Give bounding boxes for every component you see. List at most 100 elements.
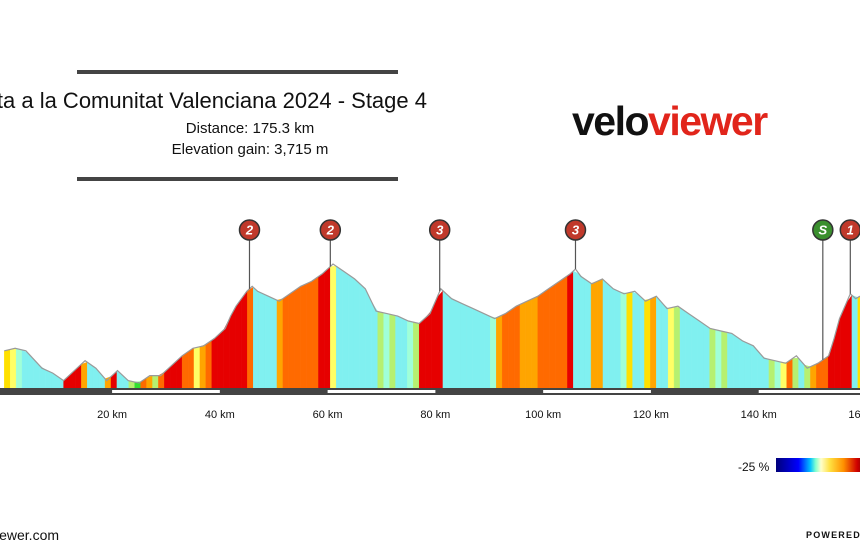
gradient-strip [774,360,781,389]
profile-outline [4,263,860,384]
gradient-strip [513,304,521,389]
x-tick-label: 40 km [205,409,235,421]
gradient-strip [211,335,218,389]
gradient-strip [822,355,829,389]
gradient-strip [584,278,592,389]
marker-label: 1 [847,223,854,238]
gradient-strip [496,314,503,389]
gradient-strip [377,311,384,389]
gradient-strip [282,294,290,389]
footer-url[interactable]: iewer.com [0,527,60,543]
gradient-strip [780,361,787,389]
gradient-strip [786,357,793,389]
gradient-strip [768,359,776,389]
distance-bar-segment [543,390,651,393]
gradient-strip [703,323,710,389]
gradient-strip [217,329,224,389]
gradient-strip [341,269,349,389]
gradient-strip [602,278,610,389]
distance-text: Distance: 175.3 km [185,120,315,137]
gradient-strip [727,332,734,389]
gradient-strip [247,286,254,389]
gradient-strip [691,315,699,389]
gradient-strip [579,273,586,389]
gradient-strip [300,283,307,389]
gradient-strip [229,307,236,389]
gradient-strip [413,321,420,389]
gradient-strip [424,310,432,389]
gradient-strip [152,375,159,389]
marker-label: 2 [245,223,254,238]
gradient-strip [270,297,278,389]
gradient-strip [353,278,361,389]
gradient-strip [644,298,651,389]
marker-label: 2 [326,223,335,238]
sprint-marker [812,219,834,241]
gradient-strip [685,311,693,389]
gradient-strip [199,344,207,389]
gradient-strip [531,295,538,389]
gradient-strip [798,357,805,389]
gradient-strip [656,295,663,389]
gradient-strip [573,270,580,389]
gradient-strip [104,376,112,389]
gradient-strip [436,290,444,389]
gradient-strip [187,347,195,389]
gradient-strip [383,312,390,389]
climb-category-marker [839,219,860,241]
gradient-strip [721,330,728,389]
gradient-strip [673,306,681,389]
gradient-strip [4,349,11,389]
gradient-strip [276,298,284,389]
gradient-strip [567,270,574,389]
gradient-strip [632,291,639,389]
gradient-strip [401,317,408,389]
gradient-legend-bar [776,458,860,472]
climb-category-marker [238,219,261,241]
gradient-strip [792,358,799,389]
gradient-strip [442,290,450,389]
gradient-strip [638,294,645,389]
gradient-strip [745,341,752,389]
elevation-profile-chart: 20 km 40 km 60 km 80 km 100 km 120 km 140 km 16… [0,219,860,421]
gradient-strip [466,305,473,389]
gradient-strip [324,266,331,389]
distance-bar-segment [327,390,436,393]
gradient-strip [608,284,616,389]
gradient-strip [715,329,722,389]
gradient-strip [750,344,758,389]
veloviewer-logo[interactable]: veloviewer [572,98,768,145]
gradient-strip [21,349,29,389]
gradient-strip [288,290,295,389]
gradient-strip [395,315,402,389]
climb-category-marker [319,219,342,241]
gradient-strip [762,356,770,389]
logo-part-viewer: viewer [648,98,768,144]
page-title: lta a la Comunitat Valenciana 2024 - Sta… [0,88,427,113]
gradient-strip [733,334,740,389]
gradient-strip [389,313,396,389]
x-tick-label: 20 km [97,409,127,421]
gradient-strip [502,311,509,389]
gradient-strip [235,298,242,389]
climb-category-marker [564,219,587,241]
title-top-rule [77,70,398,74]
x-tick-label: 140 km [741,409,777,421]
gradient-strip [241,290,248,389]
x-tick-label: 60 km [313,409,343,421]
gradient-strip [193,346,201,389]
gradient-strip [507,307,515,389]
gradient-strip [430,297,438,389]
gradient-strip [75,363,82,389]
gradient-strip [15,348,23,389]
gradient-strip [359,283,367,389]
gradient-strip [662,302,669,389]
gradient-strip [63,374,70,389]
gradient-strip [650,295,657,389]
gradient-strip [98,371,106,389]
gradient-strip [697,319,704,389]
title-bottom-rule [77,177,398,181]
gradient-strip [318,271,325,389]
gradient-strip [407,320,414,389]
gradient-strip [419,317,426,389]
